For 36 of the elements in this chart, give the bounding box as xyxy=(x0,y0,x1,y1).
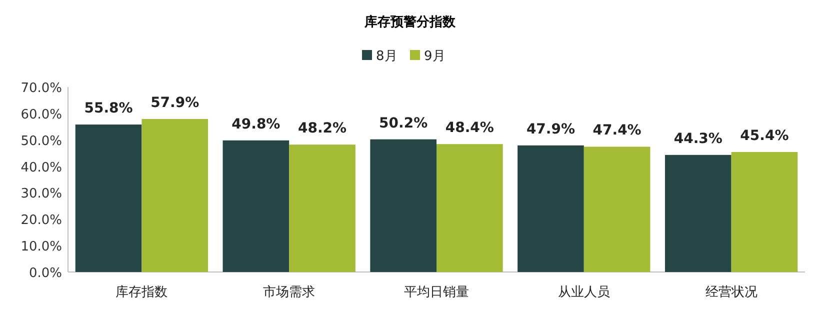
data-label: 57.9% xyxy=(150,94,200,111)
bar xyxy=(142,118,208,272)
data-label: 45.4% xyxy=(740,128,789,144)
x-tick-label: 经营状况 xyxy=(705,285,758,300)
y-tick-label: 70.0% xyxy=(20,81,62,96)
y-tick-label: 0.0% xyxy=(28,266,62,281)
bar xyxy=(222,140,290,272)
data-label: 55.8% xyxy=(84,100,133,117)
x-tick-label: 市场需求 xyxy=(263,285,316,300)
y-tick-label: 60.0% xyxy=(20,107,62,122)
data-label: 47.9% xyxy=(526,121,576,138)
data-label: 48.4% xyxy=(445,120,494,136)
y-tick-label: 30.0% xyxy=(20,186,62,202)
x-tick-label: 平均日销量 xyxy=(404,285,469,300)
data-label: 48.2% xyxy=(298,120,347,137)
bar xyxy=(75,124,142,272)
data-label: 50.2% xyxy=(379,115,428,132)
title: 库存预警分指数 xyxy=(364,15,456,30)
y-tick-label: 40.0% xyxy=(20,160,62,176)
bar xyxy=(370,139,436,272)
legend-label: 8月 xyxy=(376,49,398,64)
bar xyxy=(436,144,503,272)
x-tick-label: 库存指数 xyxy=(116,285,168,300)
y-tick-label: 10.0% xyxy=(20,240,62,255)
legend-label: 9月 xyxy=(424,49,446,64)
x-tick-label: 从业人员 xyxy=(558,285,610,300)
data-label: 44.3% xyxy=(674,130,722,147)
bar xyxy=(664,154,732,272)
bar xyxy=(518,145,584,272)
bar xyxy=(584,146,650,272)
data-label: 47.4% xyxy=(592,122,642,139)
bar xyxy=(289,144,356,272)
data-label: 49.8% xyxy=(232,116,280,132)
y-tick-label: 50.0% xyxy=(20,134,62,149)
y-tick-label: 20.0% xyxy=(20,213,62,228)
bar xyxy=(731,152,798,272)
